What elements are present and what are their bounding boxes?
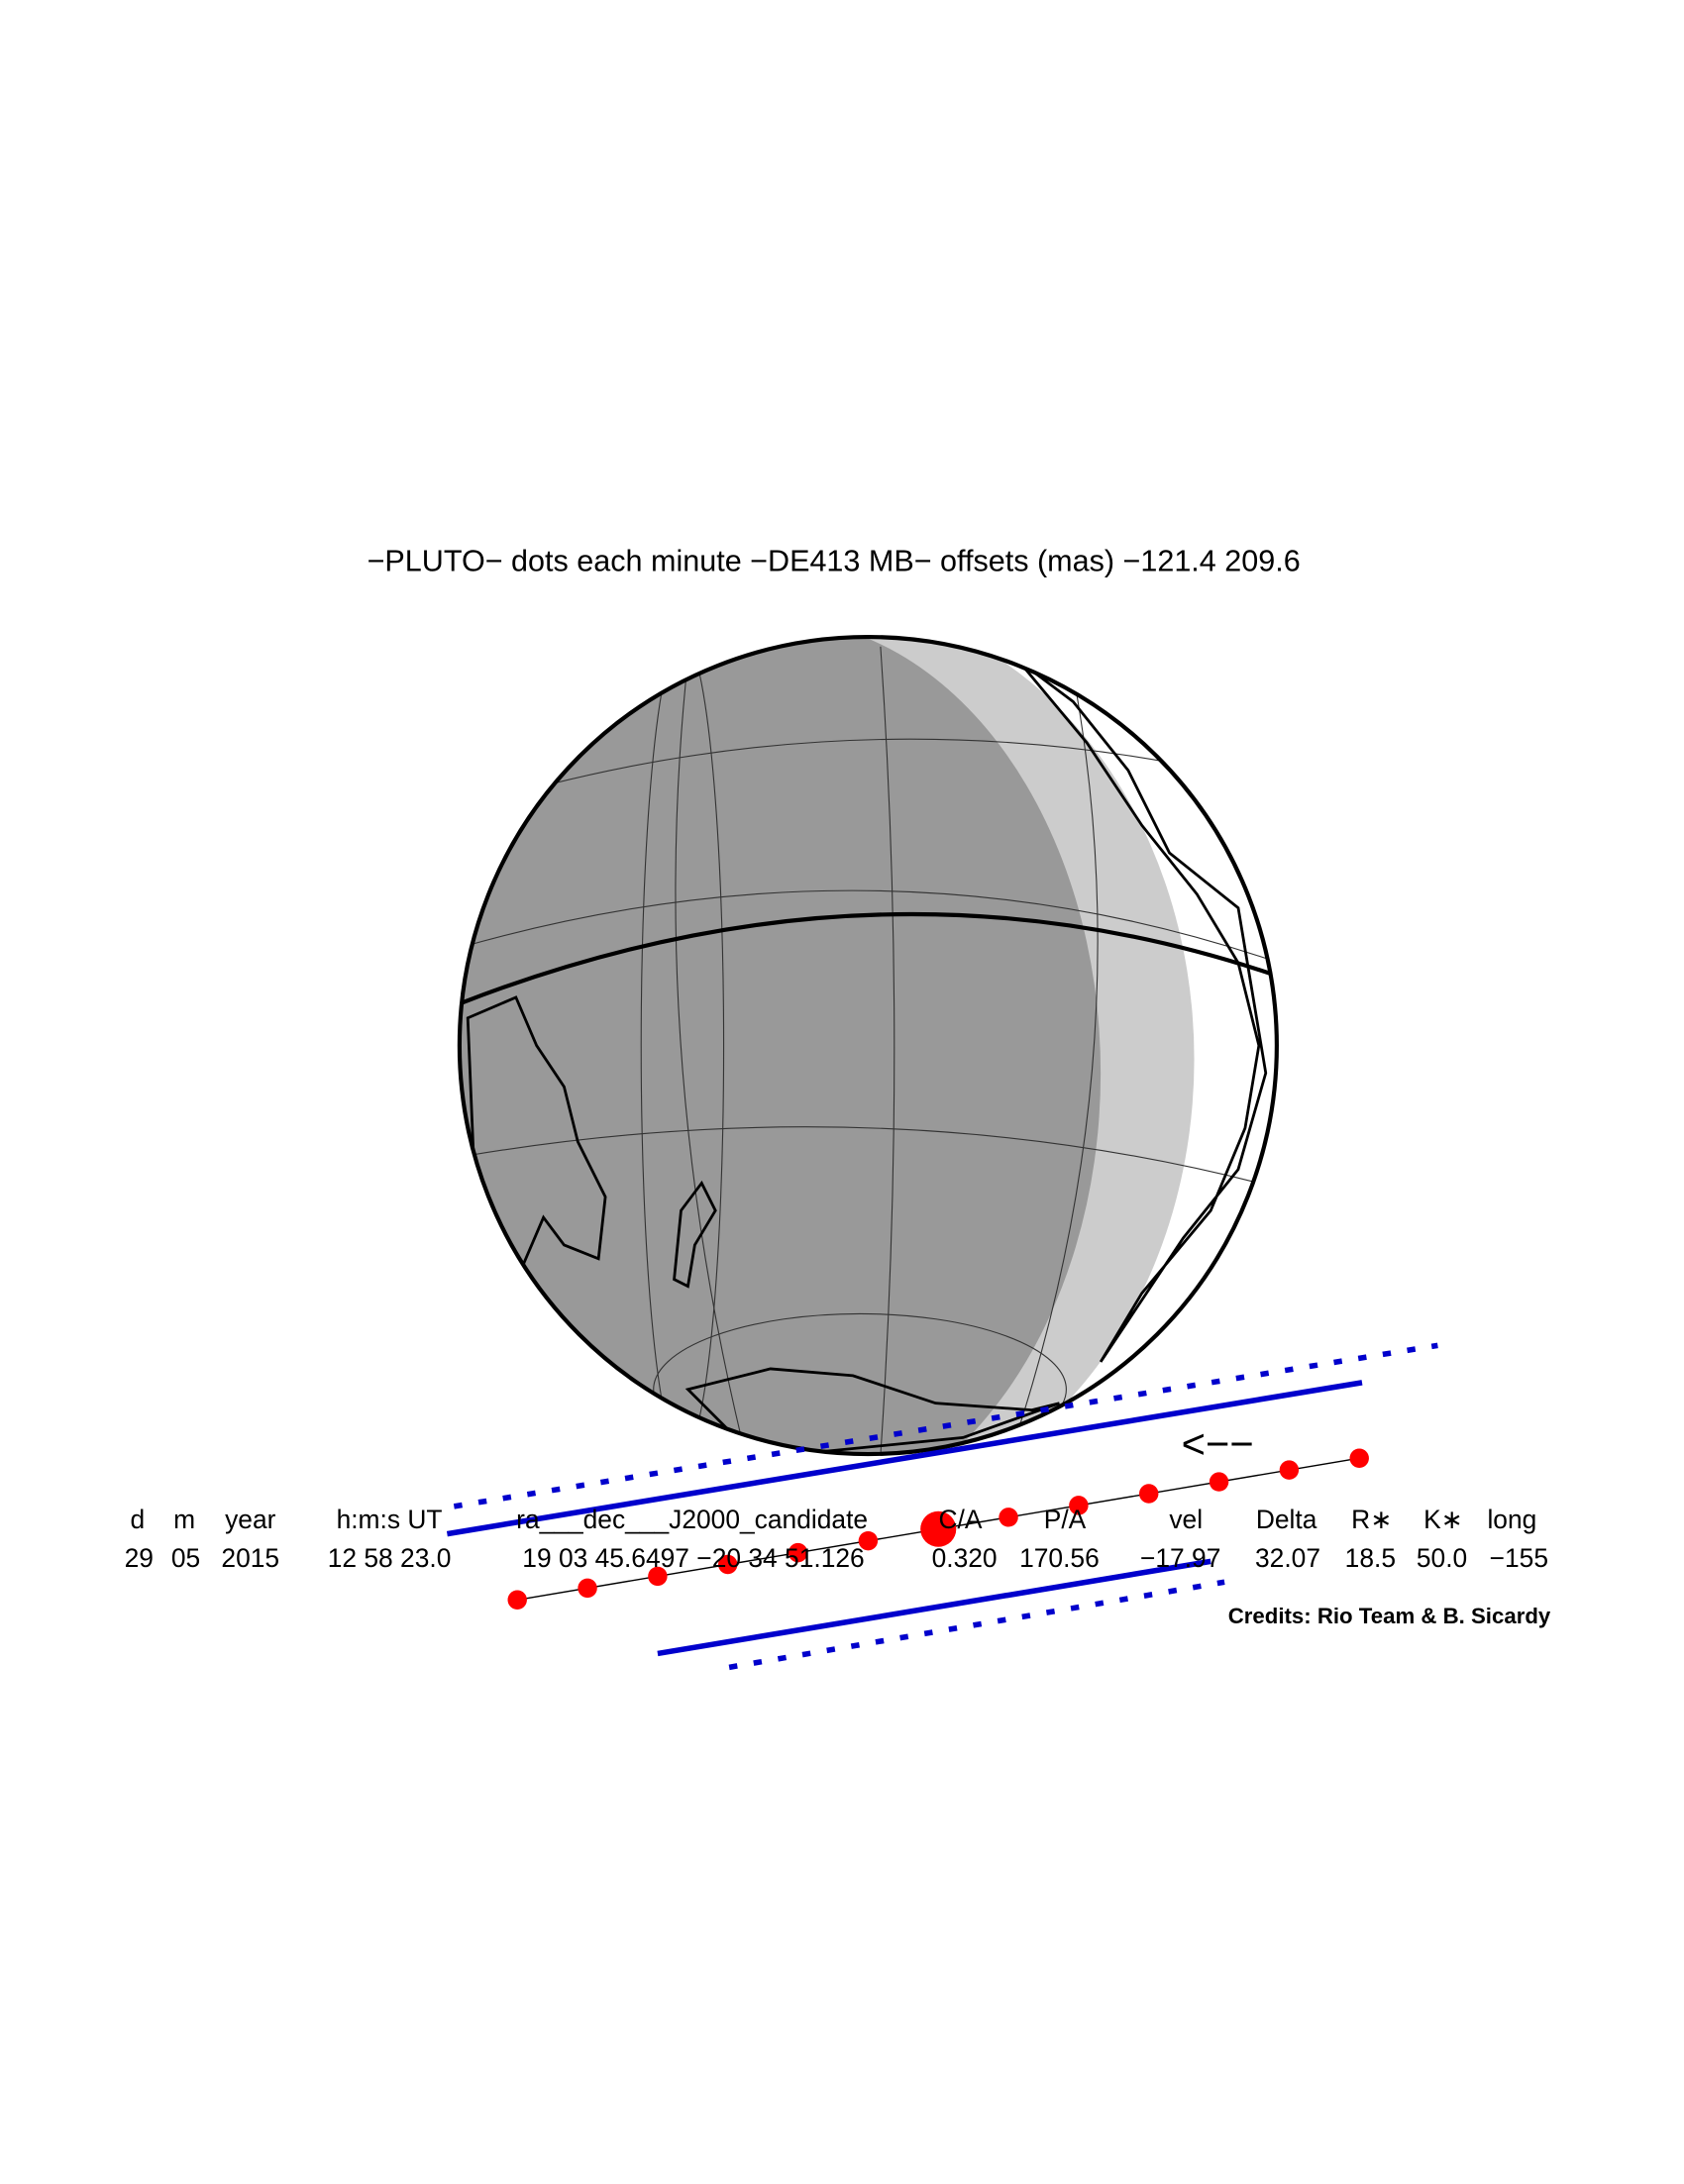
value-cell: 2015 (221, 1543, 279, 1573)
value-cell: 29 (125, 1543, 154, 1573)
globe-outline (457, 634, 1279, 1457)
header-cell: h:m:s UT (337, 1505, 443, 1534)
header-cell: year (225, 1505, 276, 1534)
header-cell: K∗ (1423, 1505, 1463, 1534)
minute-dot (648, 1566, 668, 1587)
credits: Credits: Rio Team & B. Sicardy (1228, 1604, 1551, 1628)
header-cell: long (1487, 1505, 1536, 1534)
table-values: 29 05 2015 12 58 23.0 19 03 45.6497 −20 34 5… (125, 1543, 1548, 1573)
minute-dot (1279, 1460, 1300, 1480)
map-title: −PLUTO− dots each minute −DE413 MB− offs… (368, 544, 1301, 577)
minute-dot (507, 1590, 527, 1610)
minute-dot (999, 1508, 1018, 1527)
header-cell: R∗ (1351, 1505, 1392, 1534)
minute-dot (1139, 1484, 1159, 1504)
header-cell: vel (1169, 1505, 1203, 1534)
value-cell: 32.07 (1255, 1543, 1320, 1573)
minute-dot (920, 1510, 957, 1547)
value-cell: 50.0 (1417, 1543, 1467, 1573)
minute-dot (718, 1554, 738, 1575)
minute-dot (788, 1542, 808, 1563)
header-cell: d (131, 1505, 146, 1534)
minute-dot (1069, 1496, 1089, 1515)
minute-dot (578, 1578, 597, 1599)
globe (459, 637, 1277, 1455)
minute-dots (507, 1448, 1369, 1610)
header-cell: m (173, 1505, 195, 1534)
direction-arrow: <−− (1182, 1420, 1254, 1467)
header-cell: Delta (1256, 1505, 1317, 1534)
value-cell: 0.320 (932, 1543, 998, 1573)
table-header: d m year h:m:s UT ra___dec___J2000_candidate… (131, 1505, 1537, 1534)
value-cell: 05 (171, 1543, 200, 1573)
value-cell: −17.97 (1140, 1543, 1220, 1573)
value-cell: −155 (1490, 1543, 1548, 1573)
header-cell: ra___dec___J2000_candidate (516, 1505, 868, 1534)
value-cell: 19 03 45.6497 −20 34 51.126 (522, 1543, 864, 1573)
header-cell: P/A (1044, 1505, 1087, 1534)
minute-dot (1209, 1472, 1229, 1492)
value-cell: 18.5 (1345, 1543, 1396, 1573)
minute-dot (1349, 1448, 1369, 1468)
minute-dot (858, 1530, 879, 1551)
value-cell: 170.56 (1019, 1543, 1100, 1573)
value-cell: 12 58 23.0 (328, 1543, 452, 1573)
header-cell: C/A (938, 1505, 982, 1534)
